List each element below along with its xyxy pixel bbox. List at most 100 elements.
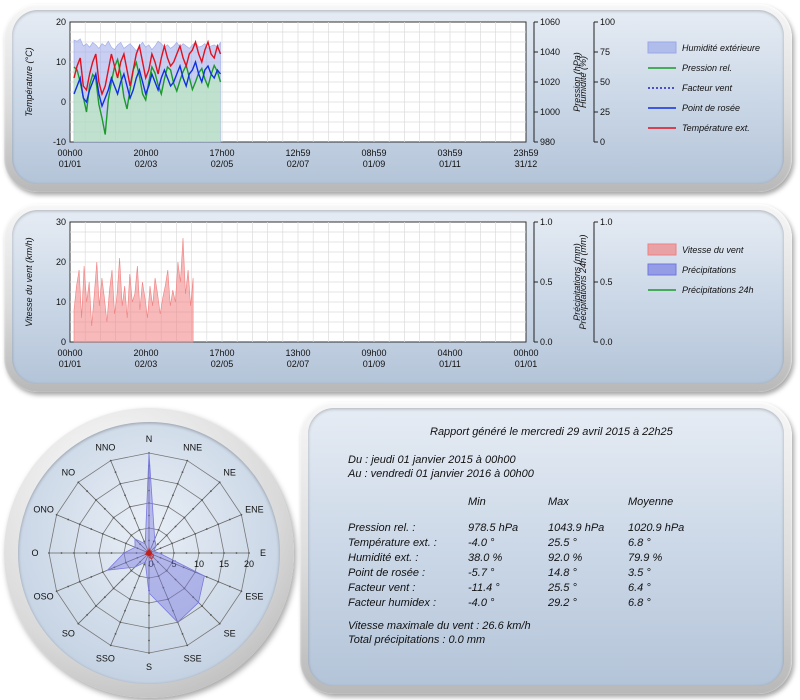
- rose-spoke-tick: [201, 499, 203, 501]
- report-row-max: 29.2 °: [548, 597, 577, 609]
- report-row-max: 1043.9 hPa: [548, 522, 605, 534]
- rose-spoke-tick: [217, 580, 220, 583]
- rose-spoke-tick: [77, 622, 80, 625]
- y-tick-label-right1: 0.0: [540, 337, 553, 347]
- legend-swatch: [647, 263, 677, 276]
- rose-spoke-tick: [240, 590, 243, 593]
- rose-direction-label: SSO: [96, 653, 115, 663]
- rose-spoke-tick: [159, 547, 162, 550]
- rose-spoke-tick: [136, 556, 139, 559]
- x-tick-date-label: 01/09: [363, 359, 386, 369]
- rose-spoke-tick: [156, 560, 159, 563]
- rose-spoke-tick: [139, 543, 142, 546]
- rose-spoke-tick: [143, 540, 146, 543]
- rose-spoke-tick: [109, 644, 112, 647]
- rose-spoke-tick: [101, 532, 104, 535]
- rose-spoke-tick: [162, 517, 165, 520]
- rose-spoke-tick: [157, 575, 160, 577]
- rose-spoke-tick: [167, 505, 170, 508]
- y-axis-title-right1: Pression (hPa): [572, 52, 582, 112]
- rose-spoke-tick: [148, 577, 150, 579]
- y-tick-label-right2: 75: [600, 47, 610, 57]
- col-header-avg: Moyenne: [628, 496, 674, 508]
- rose-spoke-tick: [217, 523, 220, 526]
- legend-label: Précipitations 24h: [682, 285, 754, 295]
- report-row-label: Facteur vent :: [348, 582, 416, 594]
- report-row-max: 25.5 °: [548, 537, 577, 549]
- report-row-min: 978.5 hPa: [468, 522, 519, 534]
- y-tick-label-right1: 980: [540, 137, 555, 147]
- legend-swatch: [647, 41, 677, 54]
- rose-spoke-tick: [103, 596, 106, 599]
- report-row-avg: 3.5 °: [628, 567, 651, 579]
- wind-chart-panel: 30 20 10 0 1.0 0.5 0.0 1.0 0.5 0.0 Vitesse du vent…: [4, 204, 792, 392]
- rose-spoke-tick: [183, 587, 186, 590]
- report-row-min: -4.0 °: [468, 597, 495, 609]
- y-tick-label-left: 10: [56, 57, 66, 67]
- rose-spoke-tick: [198, 552, 200, 554]
- rose-spoke-tick: [67, 585, 70, 588]
- rose-spoke-tick: [130, 569, 133, 572]
- rose-spoke-tick: [60, 552, 63, 554]
- rose-spoke-tick: [205, 576, 208, 578]
- rose-spoke-tick: [133, 517, 136, 520]
- rose-spoke-tick: [124, 494, 126, 497]
- rose-spoke-tick: [128, 505, 131, 508]
- rose-direction-label: NNO: [95, 443, 115, 453]
- y-tick-label-right2: 25: [600, 107, 610, 117]
- rose-spoke-tick: [172, 609, 174, 612]
- rose-spoke-tick: [209, 613, 212, 616]
- rose-spoke-tick: [121, 525, 124, 528]
- rose-spoke-tick: [110, 552, 113, 554]
- rose-spoke-tick: [136, 547, 139, 550]
- rose-spoke-tick: [114, 471, 117, 474]
- x-tick-date-label: 01/11: [439, 359, 461, 369]
- rose-spoke-tick: [157, 529, 160, 531]
- rose-direction-label: NNE: [183, 443, 202, 453]
- report-row-min: -11.4 °: [468, 582, 500, 594]
- series-area: [73, 237, 194, 343]
- legend-swatch: [647, 243, 677, 256]
- wind-chart-panel-inner: 30 20 10 0 1.0 0.5 0.0 1.0 0.5 0.0 Vitesse du vent…: [12, 210, 784, 384]
- x-tick-date-label: 02/03: [135, 159, 158, 169]
- y-tick-label-right2: 100: [600, 17, 615, 27]
- rose-radial-tick-label: 10: [194, 559, 204, 569]
- rose-spoke-tick: [133, 586, 136, 589]
- rose-radial-tick-label: 15: [219, 559, 229, 569]
- wind-chart: 30 20 10 0 1.0 0.5 0.0 1.0 0.5 0.0 Vitesse du vent…: [24, 217, 754, 369]
- rose-spoke-tick: [192, 507, 195, 510]
- rose-spoke-tick: [182, 566, 185, 569]
- x-tick-date-label: 02/07: [287, 159, 310, 169]
- rose-spoke-tick: [165, 534, 168, 537]
- rose-direction-label: OSO: [34, 592, 54, 602]
- rose-spoke-tick: [98, 552, 100, 554]
- rose-spoke-tick: [101, 571, 104, 574]
- rose-spoke-tick: [185, 552, 188, 554]
- y-tick-label-left: 10: [56, 297, 66, 307]
- rose-direction-label: O: [31, 548, 38, 558]
- rose-spoke-tick: [172, 494, 174, 497]
- rose-spoke-tick: [119, 482, 122, 485]
- rose-spoke-tick: [148, 489, 150, 492]
- x-tick-date-label: 01/01: [59, 359, 82, 369]
- report-row-min: 38.0 %: [468, 552, 503, 564]
- rose-direction-label: NE: [223, 467, 236, 477]
- y-tick-label-right2: 0: [600, 137, 605, 147]
- rose-spoke-tick: [138, 575, 141, 577]
- rose-spoke-tick: [55, 513, 58, 516]
- rose-spoke-tick: [112, 516, 115, 519]
- legend-label: Humidité extérieure: [682, 43, 760, 53]
- rose-direction-label: ESE: [245, 592, 263, 602]
- rose-direction-label: SE: [224, 629, 236, 639]
- rose-spoke-tick: [48, 552, 50, 554]
- rose-direction-label: ENE: [245, 504, 264, 514]
- y-tick-label-right1: 0.5: [540, 277, 553, 287]
- rose-spoke-tick: [95, 499, 97, 501]
- x-tick-date-label: 02/05: [211, 159, 234, 169]
- y-tick-label-left: 20: [56, 17, 66, 27]
- y-tick-label-left: 0: [61, 97, 66, 107]
- legend-label: Facteur vent: [682, 83, 733, 93]
- x-tick-time-label: 12h59: [285, 148, 310, 158]
- y-axis-title-left: Vitesse du vent (km/h): [24, 237, 34, 326]
- x-tick-date-label: 01/09: [363, 159, 386, 169]
